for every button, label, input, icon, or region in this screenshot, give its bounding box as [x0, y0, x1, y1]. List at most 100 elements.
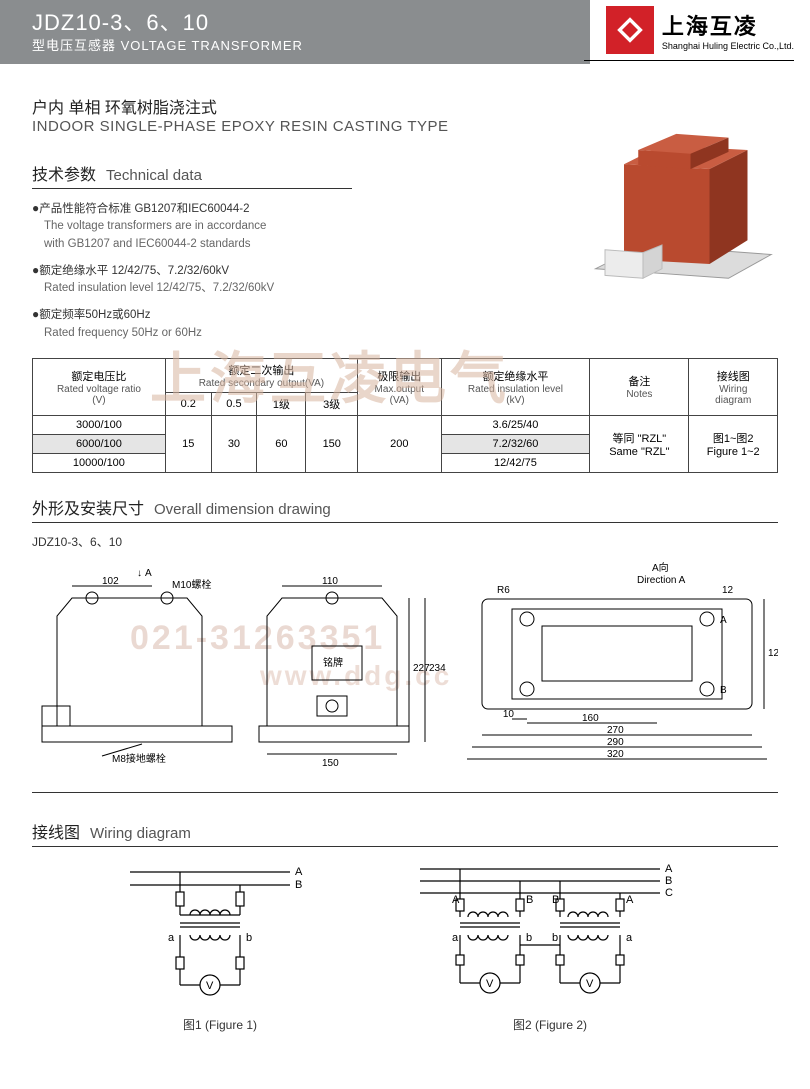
svg-text:A: A: [626, 894, 634, 906]
spec-table: 额定电压比 Rated voltage ratio (V) 额定二次输出 Rat…: [32, 358, 778, 473]
svg-text:V: V: [206, 980, 214, 992]
svg-text:M8接地螺栓: M8接地螺栓: [112, 752, 166, 765]
svg-text:b: b: [246, 932, 252, 944]
cell-max: 200: [358, 415, 442, 472]
svg-text:b: b: [526, 932, 532, 944]
svg-text:M10螺栓: M10螺栓: [172, 578, 211, 591]
svg-text:B: B: [720, 685, 727, 696]
th-max-en: Max.output: [362, 384, 437, 395]
th-notes-cn: 备注: [594, 373, 684, 389]
cell-ins: 3.6/25/40: [441, 415, 590, 434]
th-max-unit: (VA): [362, 395, 437, 406]
svg-text:A: A: [295, 866, 303, 878]
th-ratio-unit: (V): [37, 395, 161, 406]
th-wiring: 接线图 Wiring diagram: [689, 358, 778, 415]
tech-head-cn: 技术参数: [32, 161, 96, 185]
svg-text:290: 290: [607, 737, 624, 748]
svg-text:227: 227: [413, 663, 430, 674]
cell-v05: 30: [211, 415, 257, 472]
svg-text:125: 125: [768, 648, 778, 659]
svg-text:B: B: [665, 875, 672, 887]
dim-model-label: JDZ10-3、6、10: [32, 533, 778, 550]
tech-item-cn: 额定绝缘水平 12/42/75、7.2/32/60kV: [39, 265, 229, 277]
svg-text:A: A: [665, 863, 673, 875]
svg-text:B: B: [526, 894, 533, 906]
tech-list: ●产品性能符合标准 GB1207和IEC60044-2 The voltage …: [32, 199, 412, 342]
cell-v1: 60: [257, 415, 306, 472]
wiring-head-cn: 接线图: [32, 819, 80, 843]
th-ratio: 额定电压比 Rated voltage ratio (V): [33, 358, 166, 415]
cell-ratio: 6000/100: [33, 434, 166, 453]
th-cls3: 3级: [306, 392, 358, 415]
svg-text:a: a: [168, 932, 175, 944]
wiring-caption-1: 图1 (Figure 1): [120, 1016, 320, 1033]
svg-text:Direction A: Direction A: [637, 575, 686, 586]
header-subtitle-cn: 型电压互感器: [32, 38, 116, 53]
svg-text:铭牌: 铭牌: [323, 656, 343, 669]
th-notes: 备注 Notes: [590, 358, 689, 415]
wiring-caption-2: 图2 (Figure 2): [410, 1016, 690, 1033]
svg-text:A: A: [145, 568, 152, 579]
th-wiring-en2: diagram: [693, 395, 773, 406]
svg-text:↓: ↓: [137, 568, 142, 579]
tech-item-cn: 额定频率50Hz或60Hz: [39, 309, 150, 321]
tech-head-en: Technical data: [106, 167, 202, 184]
notes-line: 等同 "RZL": [613, 433, 667, 445]
svg-text:10: 10: [503, 709, 515, 720]
th-cls02: 0.2: [165, 392, 211, 415]
th-notes-en: Notes: [594, 389, 684, 400]
svg-text:150: 150: [322, 758, 339, 769]
svg-text:102: 102: [102, 576, 119, 587]
section-tech-head: 技术参数 Technical data: [32, 161, 352, 189]
cell-v02: 15: [165, 415, 211, 472]
wiring-line: 图1~图2: [713, 433, 754, 445]
dim-head-en: Overall dimension drawing: [154, 501, 331, 518]
th-insulation: 额定绝缘水平 Rated insulation level (kV): [441, 358, 590, 415]
tech-item-en: Rated insulation level 12/42/75、7.2/32/6…: [32, 282, 274, 294]
tech-item-en: Rated frequency 50Hz or 60Hz: [32, 327, 202, 339]
cell-wiring: 图1~图2 Figure 1~2: [689, 415, 778, 472]
cell-ins: 7.2/32/60: [441, 434, 590, 453]
header-subtitle: 型电压互感器 VOLTAGE TRANSFORMER: [32, 38, 303, 55]
th-max: 极限输出 Max.output (VA): [358, 358, 442, 415]
dimension-drawing: ↓ A 102 M10螺栓 M8接地螺栓: [32, 556, 778, 786]
svg-text:160: 160: [582, 713, 599, 724]
th-cls05: 0.5: [211, 392, 257, 415]
th-secondary: 额定二次输出 Rated secondary output(VA): [165, 358, 357, 392]
svg-text:C: C: [665, 887, 673, 899]
header-model: JDZ10-3、6、10: [32, 9, 303, 38]
wiring-line: Figure 1~2: [707, 446, 760, 458]
wiring-figure-1: A B a: [120, 857, 320, 1033]
svg-text:234: 234: [429, 663, 446, 674]
brand-logo-icon: [606, 6, 654, 54]
tech-item: ●额定频率50Hz或60Hz Rated frequency 50Hz or 6…: [32, 305, 412, 342]
svg-text:A: A: [452, 894, 460, 906]
svg-text:V: V: [586, 978, 594, 990]
th-ratio-cn: 额定电压比: [37, 368, 161, 384]
wiring-head-en: Wiring diagram: [90, 825, 191, 842]
section-wiring-head: 接线图 Wiring diagram: [32, 819, 778, 847]
th-wiring-cn: 接线图: [693, 368, 773, 384]
section-dim-head: 外形及安装尺寸 Overall dimension drawing: [32, 495, 778, 523]
th-ins-cn: 额定绝缘水平: [446, 368, 586, 384]
th-sec-en: Rated secondary output(VA): [170, 378, 353, 389]
th-sec-cn: 额定二次输出: [170, 362, 353, 378]
product-image: [586, 112, 776, 302]
svg-text:A: A: [720, 615, 727, 626]
table-row: 3000/100 15 30 60 150 200 3.6/25/40 等同 "…: [33, 415, 778, 434]
svg-text:R6: R6: [497, 585, 510, 596]
tech-item: ●产品性能符合标准 GB1207和IEC60044-2 The voltage …: [32, 199, 412, 253]
cell-notes: 等同 "RZL" Same "RZL": [590, 415, 689, 472]
tech-item-cn: 产品性能符合标准 GB1207和IEC60044-2: [39, 203, 249, 215]
svg-text:320: 320: [607, 749, 624, 760]
cell-ratio: 3000/100: [33, 415, 166, 434]
brand-name-en: Shanghai Huling Electric Co.,Ltd.: [662, 41, 794, 51]
tech-item: ●额定绝缘水平 12/42/75、7.2/32/60kV Rated insul…: [32, 261, 412, 298]
svg-text:b: b: [552, 932, 558, 944]
th-ratio-en: Rated voltage ratio: [37, 384, 161, 395]
svg-text:270: 270: [607, 725, 624, 736]
notes-line: Same "RZL": [609, 446, 669, 458]
th-max-cn: 极限输出: [362, 368, 437, 384]
svg-text:B: B: [295, 879, 302, 891]
cell-ins: 12/42/75: [441, 453, 590, 472]
